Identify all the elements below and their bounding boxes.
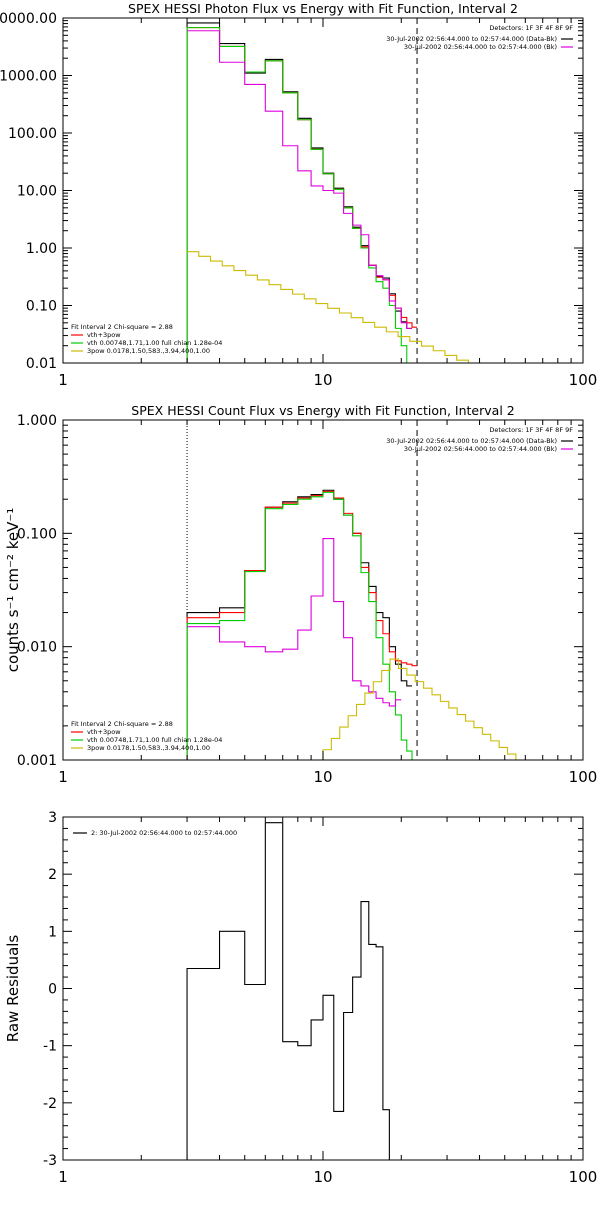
legend-left-label: vth+3pow	[87, 331, 121, 339]
series-line-vth-3pow	[186, 490, 418, 760]
y-tick-label: 0.01	[26, 356, 57, 372]
x-tick-label: 100	[569, 1168, 598, 1186]
series-line-bk	[187, 537, 402, 707]
y-tick-label: 0.010	[17, 640, 57, 656]
y-tick-label: 0.10	[26, 299, 57, 315]
y-tick-label: 0	[48, 982, 57, 998]
x-tick-label: 1	[58, 768, 68, 786]
legend-right-label: 30-Jul-2002 02:56:44.000 to 02:57:44.000…	[404, 445, 557, 453]
x-tick-label: 10	[313, 371, 332, 389]
legend-left-label: vth 0.00748,1.71,1.00 full chian 1.28e-0…	[87, 736, 222, 744]
legend-left-label: 3pow 0.0178,1.50,583.,3.94,400,1.00	[87, 347, 210, 355]
series-line-vth	[186, 27, 418, 363]
series-line-3pow	[187, 251, 551, 363]
plot-frame	[62, 816, 584, 1161]
series-line-vth	[186, 491, 418, 760]
plot-area	[186, 420, 583, 760]
detectors-label: Detectors: 1F 3F 4F 8F 9F	[489, 24, 573, 32]
y-tick-label: 0.001	[17, 753, 57, 769]
y-tick-label: -3	[43, 1153, 57, 1169]
legend-right-label: 30-Jul-2002 02:56:44.000 to 02:57:44.000…	[386, 437, 557, 445]
series-line-data-bk	[186, 489, 413, 760]
y-axis-label: counts s⁻¹ cm⁻² keV⁻¹	[4, 508, 22, 673]
legend-left-label: 3pow 0.0178,1.50,583.,3.94,400,1.00	[87, 744, 210, 752]
x-tick-label: 1	[58, 371, 68, 389]
series-line-3pow	[297, 658, 583, 760]
chart-panel-3: 1 10 100 -3 -2 -1 0 1 2 3 Raw Residuals 2: 30-Jul-2…	[4, 810, 597, 1186]
series-line-data-bk	[186, 22, 413, 363]
y-tick-label: 1	[48, 924, 57, 940]
series-line-residuals	[186, 822, 390, 1160]
y-tick-label: 0000.00	[0, 11, 57, 27]
fit-stats-label: Fit Interval 2 Chi-square = 2.88	[71, 323, 173, 331]
chart-panel-2: 1 10 100 0.001 0.010 0.100 1.000 SPEX HESSI Cou…	[4, 403, 597, 786]
y-tick-label: 10.00	[17, 184, 57, 200]
legend-right-label: 30-Jul-2002 02:56:44.000 to 02:57:44.000…	[404, 43, 557, 51]
y-tick-label: 1.00	[26, 241, 57, 257]
detectors-label: Detectors: 1F 3F 4F 8F 9F	[489, 426, 573, 434]
y-tick-label: 3	[48, 810, 57, 826]
y-tick-label: 0.100	[17, 526, 57, 542]
x-tick-label: 10	[313, 1168, 332, 1186]
legend-left-label: vth+3pow	[87, 728, 121, 736]
y-tick-label: 100.00	[8, 126, 57, 142]
legend-left-label: vth 0.00748,1.71,1.00 full chian 1.28e-0…	[87, 339, 222, 347]
series-line-bk	[187, 30, 413, 329]
x-tick-label: 1	[58, 1168, 68, 1186]
x-tick-label: 100	[569, 371, 598, 389]
series-line-vth-3pow	[186, 27, 418, 363]
y-tick-label: 2	[48, 867, 57, 883]
y-tick-label: 1.000	[17, 413, 57, 429]
y-tick-label: -1	[43, 1039, 57, 1055]
y-tick-label: -2	[43, 1096, 57, 1112]
chart-title: SPEX HESSI Count Flux vs Energy with Fit…	[131, 403, 514, 418]
legend-right-label: 30-Jul-2002 02:56:44.000 to 02:57:44.000…	[386, 35, 557, 43]
fit-stats-label: Fit Interval 2 Chi-square = 2.88	[71, 720, 173, 728]
plot-area	[186, 18, 551, 363]
legend-left-label: 2: 30-Jul-2002 02:56:44.000 to 02:57:44.…	[91, 829, 237, 837]
plot-area	[186, 822, 390, 1160]
chart-panel-1: 1 10 100 0.01 0.10 1.00 10.00 100.00 1000.00 0000…	[0, 1, 597, 389]
x-tick-label: 10	[313, 768, 332, 786]
chart-title: SPEX HESSI Photon Flux vs Energy with Fi…	[128, 1, 518, 16]
x-tick-label: 100	[569, 768, 598, 786]
y-tick-label: 1000.00	[0, 69, 57, 85]
y-axis-label: Raw Residuals	[4, 935, 22, 1043]
